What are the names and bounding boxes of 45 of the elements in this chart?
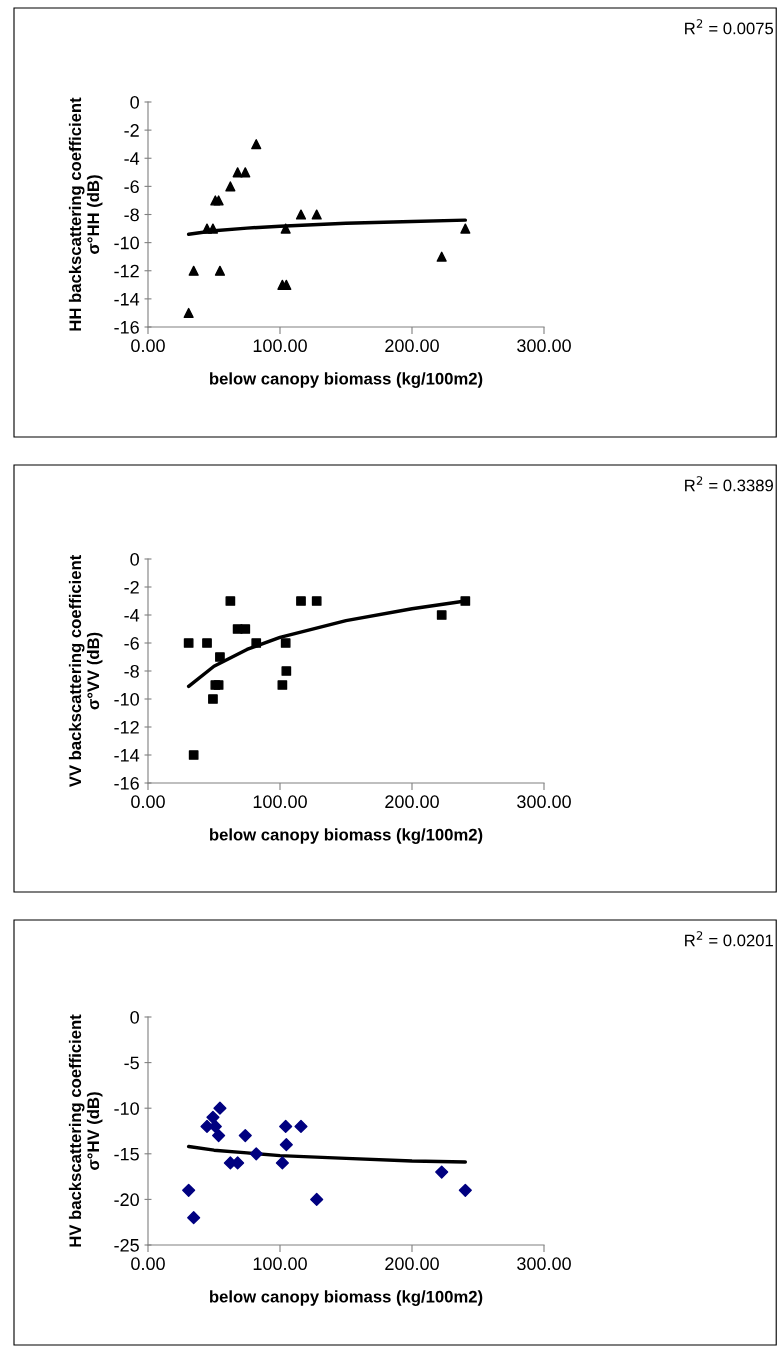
y-tick-label: -14 (114, 749, 140, 762)
x-tick-label: 200.00 (385, 795, 439, 809)
y-tick-label: -25 (114, 1238, 139, 1252)
x-tick-label: 0.00 (131, 1257, 165, 1271)
x-tick-label: 100.00 (253, 795, 307, 809)
y-tick-label: -2 (124, 580, 139, 594)
x-axis-title: below canopy biomass (kg/100m2) (210, 1290, 483, 1306)
y-tick-label: -20 (114, 1193, 139, 1207)
y-tick-label: -10 (114, 1102, 139, 1115)
y-tick-label: -14 (114, 293, 140, 306)
y-tick-label: -12 (114, 264, 139, 278)
y-tick-label: -5 (124, 1056, 139, 1070)
x-tick-label: 0.00 (131, 795, 165, 809)
text: R$^{2}$ = 0.0075 (685, 19, 774, 35)
x-tick-label: 300.00 (517, 1257, 571, 1271)
x-tick-label: 200.00 (385, 1257, 439, 1271)
y-tick-label: -8 (124, 664, 139, 678)
y-tick-label: -8 (124, 208, 139, 222)
x-tick-label: 300.00 (517, 339, 571, 353)
x-tick-label: 100.00 (253, 1257, 307, 1271)
y-tick-label: -15 (114, 1147, 139, 1161)
x-tick-label: 100.00 (253, 339, 307, 353)
text: R$^{2}$ = 0.0201 (685, 931, 773, 947)
y-tick-label: -12 (114, 720, 139, 734)
y-tick-label: 0 (130, 552, 139, 566)
x-axis-title: below canopy biomass (kg/100m2) (210, 828, 483, 844)
text: R$^{2}$ = 0.3389 (685, 476, 773, 492)
x-tick-label: 0.00 (131, 339, 165, 353)
y-tick-label: -4 (124, 152, 140, 165)
y-axis-title: HH backscattering coefficient σ°HH (dB) (68, 97, 103, 331)
y-tick-label: -10 (114, 236, 139, 250)
y-tick-label: -6 (124, 636, 139, 650)
y-tick-label: -4 (124, 609, 140, 622)
y-tick-label: -10 (114, 692, 139, 706)
y-tick-label: 0 (130, 95, 139, 109)
y-axis-title: VV backscattering coefficient σ°VV (dB) (68, 554, 103, 788)
x-tick-label: 300.00 (517, 795, 571, 809)
y-tick-label: 0 (130, 1010, 139, 1024)
x-tick-label: 200.00 (385, 339, 439, 353)
y-tick-label: -16 (114, 320, 139, 334)
y-tick-label: -2 (124, 124, 139, 137)
y-tick-label: -16 (114, 776, 139, 790)
x-axis-title: below canopy biomass (kg/100m2) (210, 372, 483, 388)
y-tick-label: -6 (124, 180, 139, 194)
y-axis-title: HV backscattering coefficient σ°HV (dB) (68, 1014, 103, 1247)
